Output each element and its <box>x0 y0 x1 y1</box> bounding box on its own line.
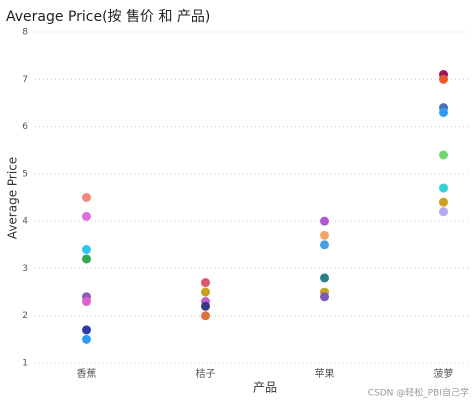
dot <box>439 207 448 217</box>
y-tick-label: 1 <box>22 359 28 369</box>
y-tick-label: 3 <box>22 264 28 274</box>
y-tick-label: 8 <box>22 28 28 38</box>
dot <box>82 254 91 264</box>
dot <box>439 150 448 160</box>
x-axis-title: 产品 <box>253 381 277 395</box>
dot <box>439 107 448 117</box>
dot <box>82 325 91 335</box>
dot <box>320 240 329 250</box>
y-tick-label: 6 <box>22 122 28 132</box>
dot <box>320 273 329 283</box>
y-tick-label: 7 <box>22 75 28 85</box>
x-tick-label: 苹果 <box>315 367 335 380</box>
dot <box>82 193 91 202</box>
dot <box>439 74 448 84</box>
y-axis-title: Average Price <box>6 157 20 239</box>
dot <box>320 216 329 226</box>
x-tick-label: 桔子 <box>196 367 216 380</box>
dot <box>320 292 329 302</box>
dot <box>82 297 91 307</box>
dot <box>439 197 448 207</box>
y-tick-label: 5 <box>22 169 28 179</box>
dot <box>201 287 210 297</box>
dot <box>82 245 91 255</box>
dot <box>320 230 329 240</box>
dot <box>82 334 91 344</box>
x-tick-label: 香蕉 <box>77 368 97 380</box>
dot <box>201 278 210 288</box>
dot <box>439 183 448 193</box>
x-tick-label: 菠萝 <box>434 368 454 380</box>
y-tick-label: 4 <box>22 217 28 227</box>
dot <box>201 301 210 311</box>
dot <box>201 311 210 321</box>
chart-title: Average Price(按 售价 和 产品) <box>6 9 210 25</box>
dot <box>82 211 91 221</box>
watermark: CSDN @轻松_PBI自己学 <box>368 387 469 399</box>
y-tick-label: 2 <box>22 311 28 321</box>
